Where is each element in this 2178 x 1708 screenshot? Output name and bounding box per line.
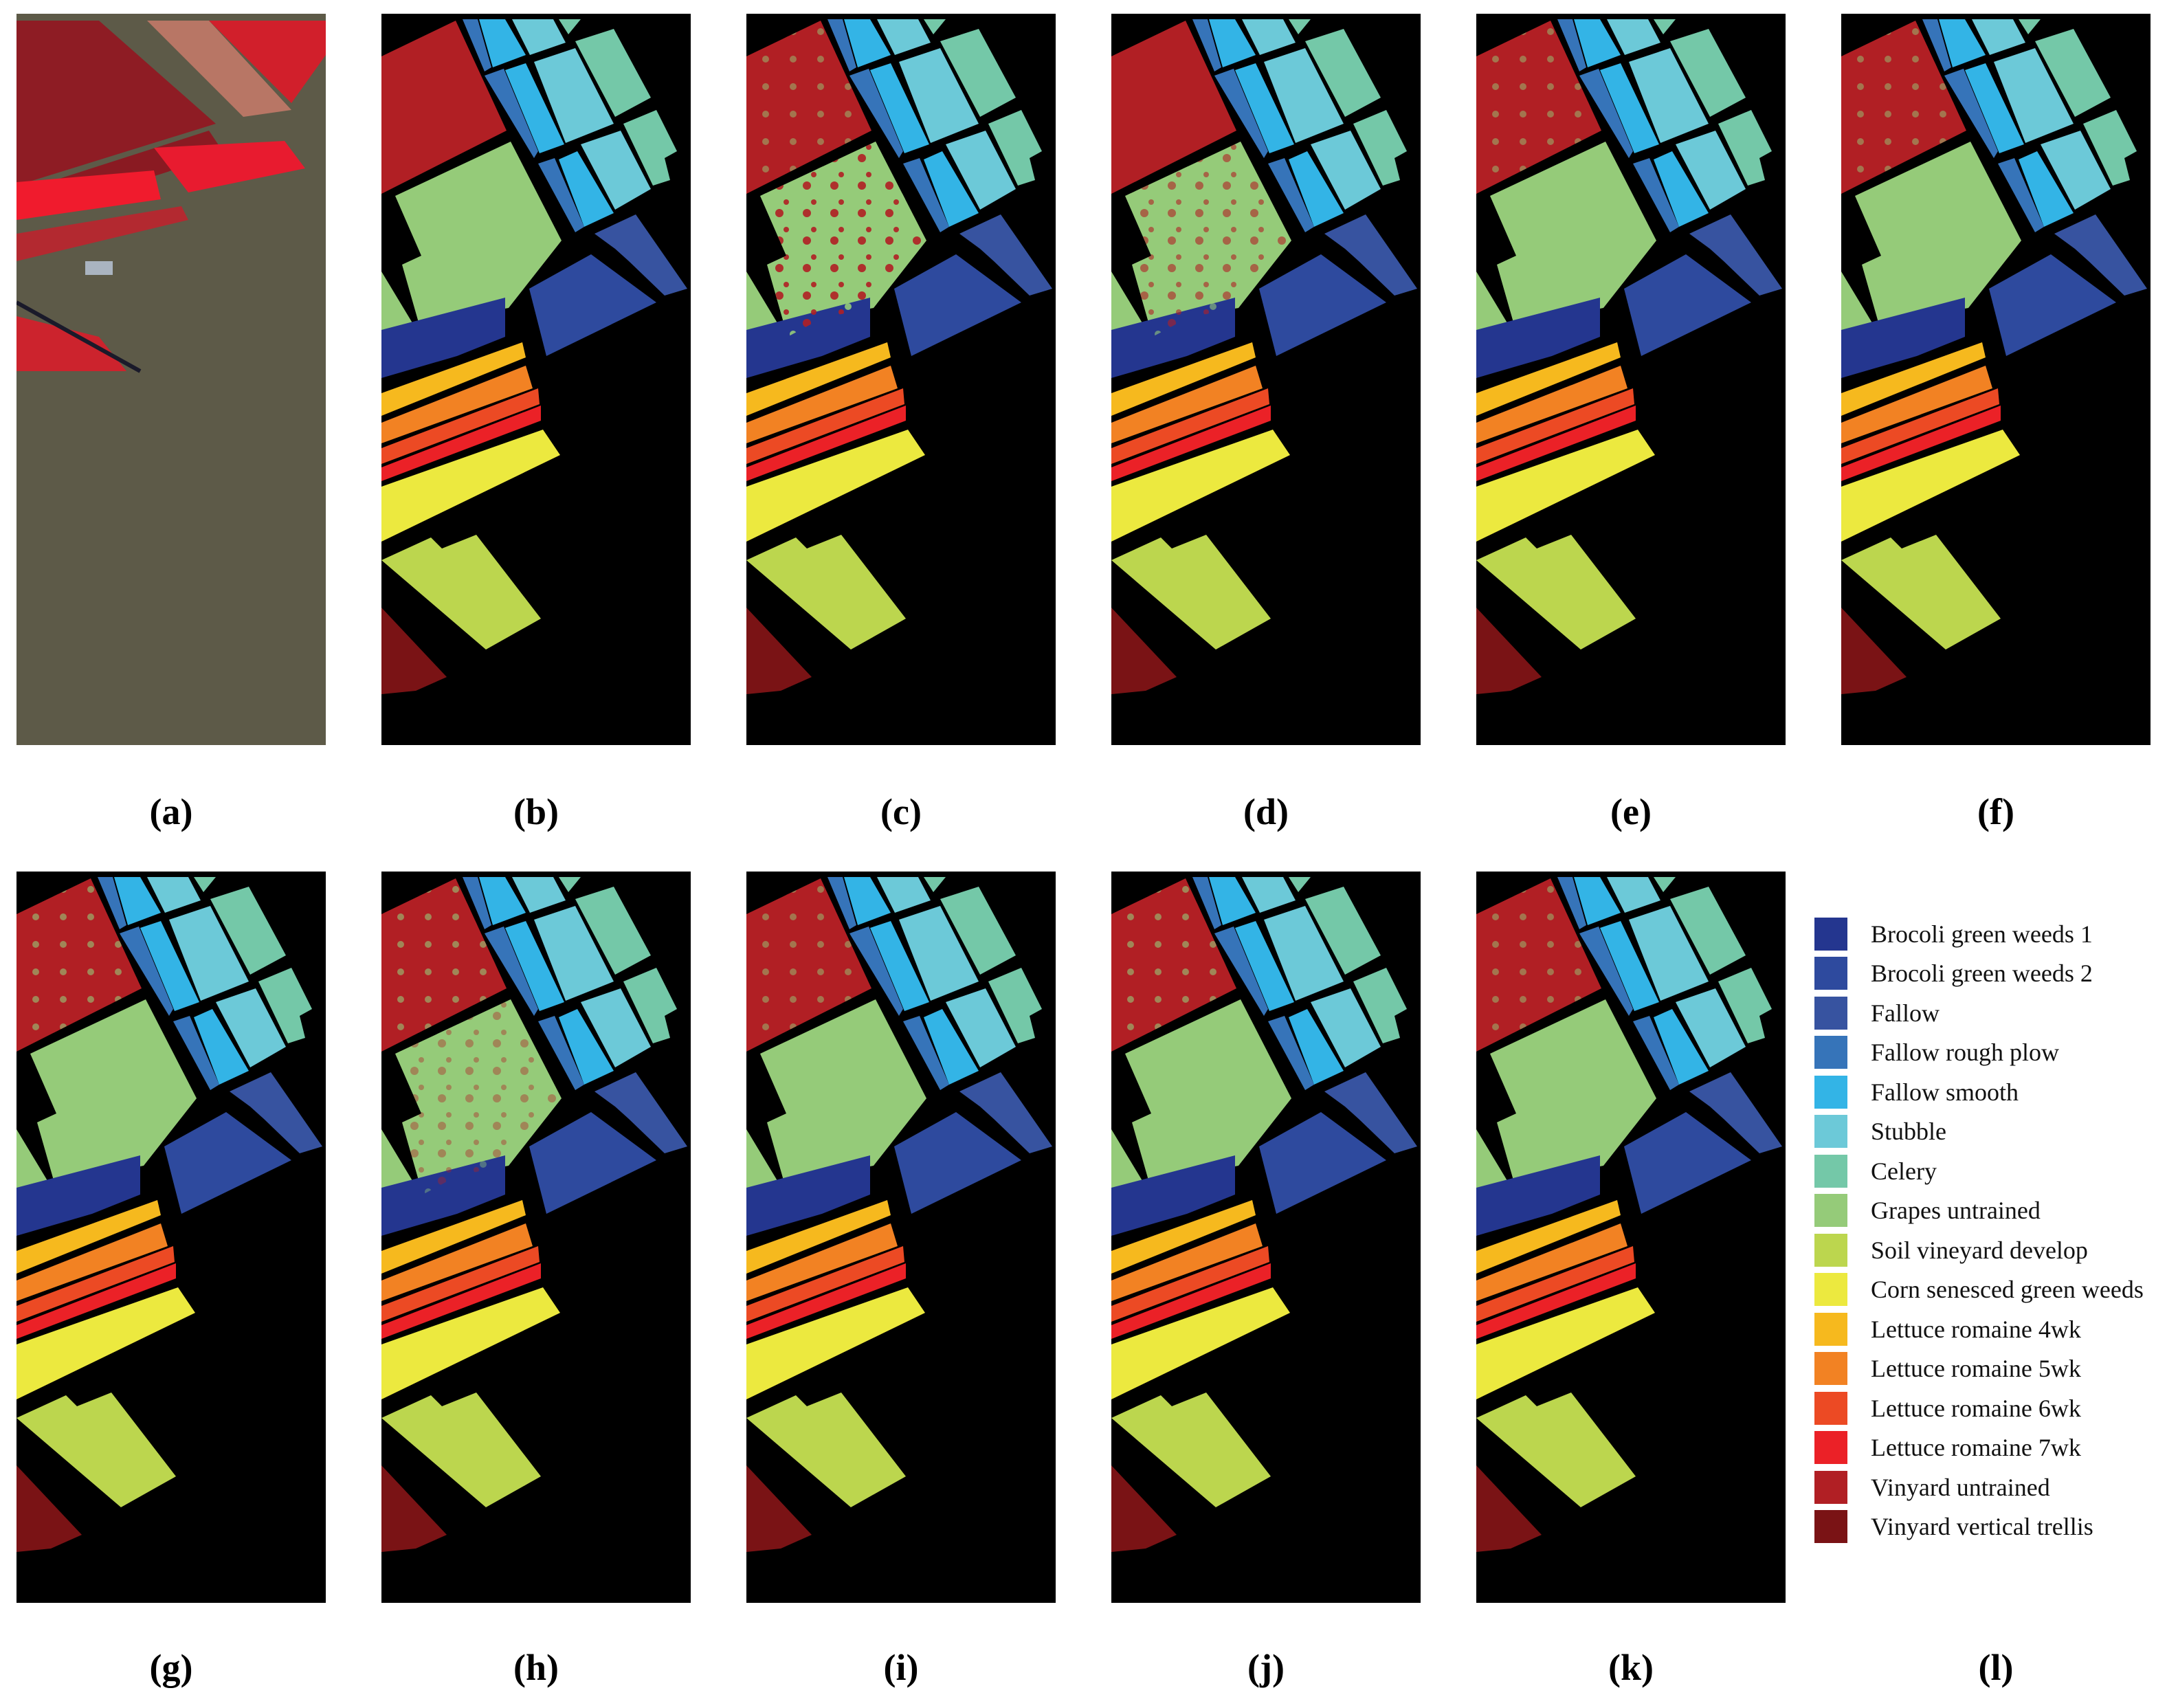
caption-e: (e) (1610, 791, 1652, 832)
legend-item: Lettuce romaine 6wk (1814, 1388, 2144, 1428)
swatch-lettuce-6wk (1814, 1391, 1847, 1425)
classification-map-d (1111, 14, 1421, 745)
classification-map-h (381, 872, 691, 1603)
classification-map-c (746, 14, 1056, 745)
caption-a: (a) (149, 791, 193, 832)
classification-map-j (1111, 872, 1421, 1603)
false-color-image (16, 14, 326, 745)
legend-item: Fallow (1814, 993, 2144, 1033)
swatch-fallow-rough-plow (1814, 1036, 1847, 1069)
panel-h-classification-map (381, 872, 691, 1603)
swatch-fallow (1814, 996, 1847, 1030)
caption-g: (g) (149, 1647, 193, 1688)
legend-item: Vinyard untrained (1814, 1467, 2144, 1507)
swatch-vinyard-trellis (1814, 1510, 1847, 1544)
swatch-fallow-smooth (1814, 1075, 1847, 1109)
panel-c-classification-map (746, 14, 1056, 745)
legend-item: Lettuce romaine 7wk (1814, 1428, 2144, 1468)
swatch-brocoli-2 (1814, 957, 1847, 990)
panel-f-classification-map (1841, 14, 2151, 745)
panel-d-classification-map (1111, 14, 1421, 745)
swatch-lettuce-4wk (1814, 1312, 1847, 1346)
swatch-celery (1814, 1154, 1847, 1188)
classification-map-i (746, 872, 1056, 1603)
legend-item: Lettuce romaine 4wk (1814, 1309, 2144, 1349)
panel-e-classification-map (1476, 14, 1786, 745)
classification-map-f (1841, 14, 2151, 745)
swatch-grapes-untrained (1814, 1194, 1847, 1228)
legend-item: Fallow smooth (1814, 1072, 2144, 1112)
swatch-vinyard-untrained (1814, 1470, 1847, 1504)
legend-item: Corn senesced green weeds (1814, 1270, 2144, 1310)
classification-map-e (1476, 14, 1786, 745)
legend-item: Brocoli green weeds 2 (1814, 954, 2144, 994)
legend-item: Stubble (1814, 1112, 2144, 1152)
legend-item: Brocoli green weeds 1 (1814, 914, 2144, 954)
swatch-soil-vineyard (1814, 1233, 1847, 1267)
panel-a-false-color-image (16, 14, 326, 745)
swatch-lettuce-5wk (1814, 1352, 1847, 1386)
classification-map-k (1476, 872, 1786, 1603)
caption-k: (k) (1608, 1647, 1654, 1688)
ground-truth-map (381, 14, 691, 745)
caption-j: (j) (1247, 1647, 1285, 1688)
panel-j-classification-map (1111, 872, 1421, 1603)
legend-item: Vinyard vertical trellis (1814, 1507, 2144, 1547)
caption-h: (h) (513, 1647, 559, 1688)
swatch-brocoli-1 (1814, 917, 1847, 951)
legend-item: Lettuce romaine 5wk (1814, 1349, 2144, 1389)
panel-k-classification-map (1476, 872, 1786, 1603)
panel-i-classification-map (746, 872, 1056, 1603)
classification-map-g (16, 872, 326, 1603)
class-legend: Brocoli green weeds 1 Brocoli green weed… (1814, 914, 2144, 1546)
legend-item: Celery (1814, 1151, 2144, 1191)
caption-b: (b) (513, 791, 559, 832)
swatch-stubble (1814, 1115, 1847, 1149)
legend-item: Soil vineyard develop (1814, 1230, 2144, 1270)
caption-f: (f) (1977, 791, 2014, 832)
legend-item: Grapes untrained (1814, 1191, 2144, 1231)
panel-b-ground-truth (381, 14, 691, 745)
swatch-corn (1814, 1273, 1847, 1307)
caption-c: (c) (880, 791, 922, 832)
caption-d: (d) (1243, 791, 1289, 832)
panel-g-classification-map (16, 872, 326, 1603)
caption-l: (l) (1978, 1647, 2014, 1688)
swatch-lettuce-7wk (1814, 1431, 1847, 1465)
legend-item: Fallow rough plow (1814, 1033, 2144, 1073)
caption-i: (i) (883, 1647, 919, 1688)
